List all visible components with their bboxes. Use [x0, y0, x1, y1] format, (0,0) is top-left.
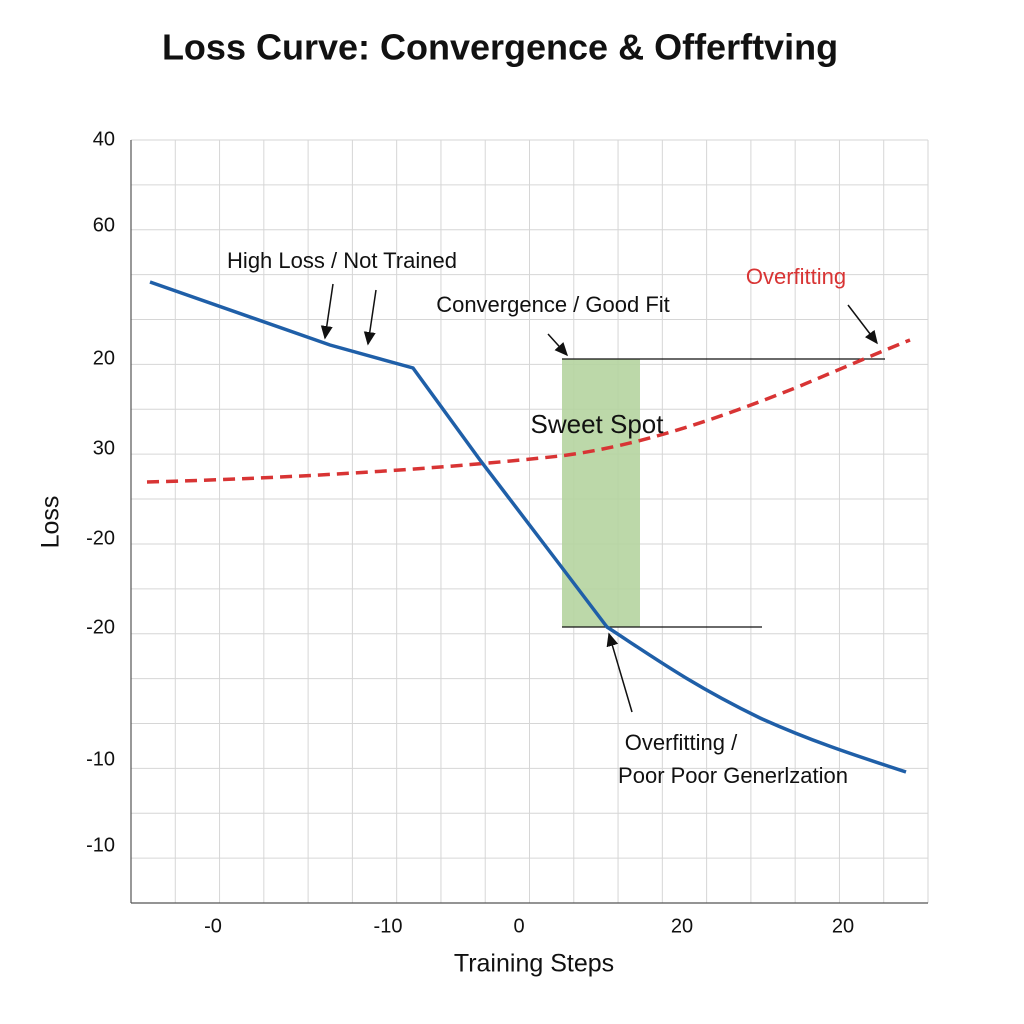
- validation-curve: [146, 338, 911, 484]
- x-tick-label: -0: [204, 915, 222, 937]
- y-tick-label: 60: [93, 214, 115, 236]
- x-axis-label: Training Steps: [454, 950, 614, 978]
- sweet-spot-region: [562, 359, 640, 627]
- x-tick-label: -10: [374, 915, 403, 937]
- y-tick-label: 40: [93, 128, 115, 150]
- annotation: Poor Poor Generlzation: [618, 763, 848, 788]
- x-tick-label: 20: [671, 915, 693, 937]
- y-tick-label: -10: [86, 834, 115, 856]
- annotation: Convergence / Good Fit: [436, 292, 670, 317]
- y-tick-label: -20: [86, 616, 115, 638]
- chart-title: Loss Curve: Convergence & Offerftving: [162, 27, 838, 68]
- y-tick-label: -20: [86, 527, 115, 549]
- annotation: High Loss / Not Trained: [227, 248, 457, 273]
- arrows: [320, 283, 878, 713]
- y-tick-label: 20: [93, 347, 115, 369]
- y-tick-label: 30: [93, 437, 115, 459]
- annotation: Overfitting /: [625, 730, 738, 755]
- y-tick-label: -10: [86, 748, 115, 770]
- annotation: Sweet Spot: [531, 409, 665, 439]
- x-tick-label: 20: [832, 915, 854, 937]
- training-curve: [149, 280, 907, 774]
- grid: [130, 139, 929, 904]
- y-axis-label: Loss: [37, 496, 65, 549]
- annotation: Overfitting: [746, 264, 846, 289]
- x-tick-label: 0: [513, 915, 524, 937]
